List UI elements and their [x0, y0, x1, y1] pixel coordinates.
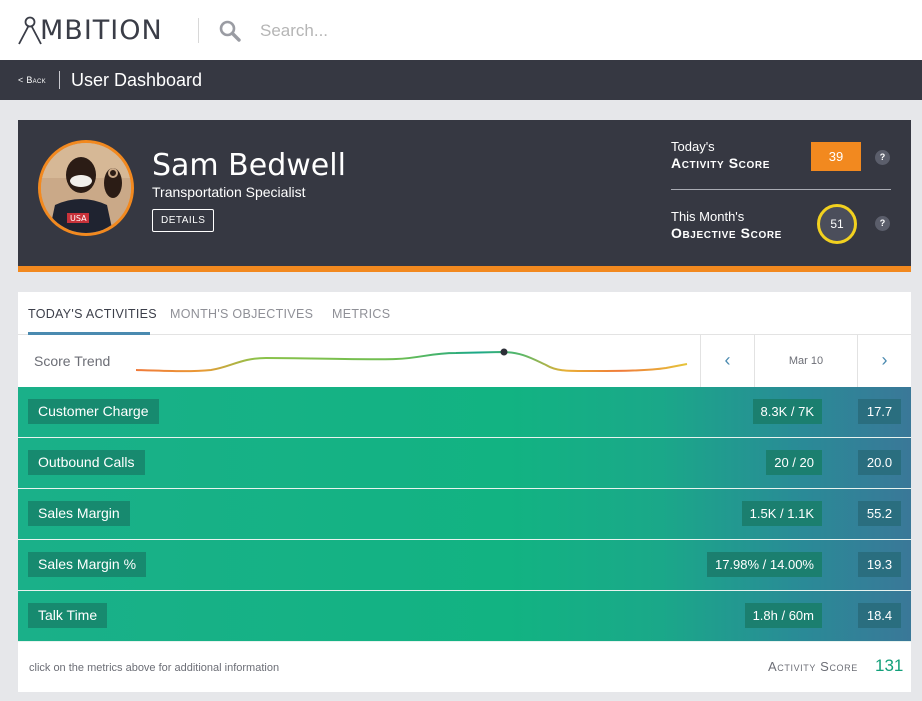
objective-score-label-line2: Objective Score: [671, 225, 782, 241]
tab-months-objectives[interactable]: MONTH'S OBJECTIVES: [170, 307, 314, 321]
metric-value: 8.3K / 7K: [752, 399, 822, 424]
avatar[interactable]: USA: [38, 140, 134, 236]
metric-row-talk-time[interactable]: Talk Time 1.8h / 60m 18.4: [18, 591, 911, 642]
metric-value: 20 / 20: [766, 450, 822, 475]
metric-score: 17.7: [858, 399, 901, 424]
metric-value: 1.5K / 1.1K: [741, 501, 822, 526]
activity-score-value[interactable]: 39: [811, 142, 861, 171]
score-trend-row: Score Trend ‹ Mar 10 ›: [18, 335, 911, 387]
metric-row-customer-charge[interactable]: Customer Charge 8.3K / 7K 17.7: [18, 387, 911, 438]
current-date: Mar 10: [754, 335, 858, 387]
activity-score-label: Today's Activity Score: [671, 138, 770, 172]
panel-footer: click on the metrics above for additiona…: [18, 642, 911, 692]
back-link[interactable]: < Back: [18, 75, 46, 85]
metric-value: 17.98% / 14.00%: [706, 552, 822, 577]
metric-name: Sales Margin: [28, 501, 130, 526]
top-divider: [198, 18, 199, 43]
user-job-title: Transportation Specialist: [152, 184, 306, 200]
metric-row-sales-margin[interactable]: Sales Margin 1.5K / 1.1K 55.2: [18, 489, 911, 540]
next-date-button[interactable]: ›: [881, 350, 888, 370]
activity-score-label-line1: Today's: [671, 139, 715, 154]
tab-todays-activities[interactable]: TODAY'S ACTIVITIES: [28, 307, 157, 321]
objective-score-value[interactable]: 51: [817, 204, 857, 244]
score-trend-sparkline[interactable]: [136, 345, 690, 377]
metric-score: 19.3: [858, 552, 901, 577]
profile-card: USA Sam Bedwell Transportation Specialis…: [18, 120, 911, 266]
activity-score-label-line2: Activity Score: [671, 155, 770, 171]
tab-metrics[interactable]: METRICS: [332, 307, 391, 321]
help-icon[interactable]: ?: [875, 216, 890, 231]
tab-bar: TODAY'S ACTIVITIES MONTH'S OBJECTIVES ME…: [18, 292, 911, 335]
metric-name: Sales Margin %: [28, 552, 147, 577]
score-divider: [671, 189, 891, 190]
metric-score: 18.4: [858, 603, 901, 628]
footer-activity-score-value: 131: [875, 656, 904, 675]
avatar-photo: USA: [41, 143, 131, 233]
metric-name: Outbound Calls: [28, 450, 145, 475]
footer-hint: click on the metrics above for additiona…: [29, 662, 280, 674]
activities-panel: TODAY'S ACTIVITIES MONTH'S OBJECTIVES ME…: [18, 292, 911, 692]
prev-date-button[interactable]: ‹: [700, 335, 754, 387]
metric-row-outbound-calls[interactable]: Outbound Calls 20 / 20 20.0: [18, 438, 911, 489]
metrics-list: Customer Charge 8.3K / 7K 17.7 Outbound …: [18, 387, 911, 642]
search-icon[interactable]: [219, 20, 241, 42]
top-bar: MBITION: [0, 0, 922, 60]
profile-accent-strip: [18, 266, 911, 272]
objective-score-label-line1: This Month's: [671, 209, 745, 224]
metric-name: Customer Charge: [28, 399, 159, 424]
svg-text:USA: USA: [70, 214, 87, 223]
metric-score: 55.2: [858, 501, 901, 526]
trend-current-point: [500, 348, 508, 356]
user-name: Sam Bedwell: [152, 148, 346, 183]
active-tab-indicator: [28, 332, 150, 335]
logo-a-icon: [18, 16, 42, 45]
footer-activity-score-label: Activity Score: [768, 659, 858, 674]
search-input[interactable]: [252, 16, 552, 46]
page-title: User Dashboard: [71, 70, 203, 90]
metric-row-sales-margin-percent[interactable]: Sales Margin % 17.98% / 14.00% 19.3: [18, 540, 911, 591]
objective-score-label: This Month's Objective Score: [671, 208, 782, 242]
nav-divider: [59, 71, 60, 89]
details-button[interactable]: DETAILS: [152, 209, 215, 232]
metric-value: 1.8h / 60m: [744, 603, 822, 628]
nav-bar: < Back User Dashboard: [0, 60, 922, 100]
metric-score: 20.0: [858, 450, 901, 475]
logo-text: MBITION: [40, 14, 163, 46]
app-logo[interactable]: MBITION: [18, 13, 163, 47]
help-icon[interactable]: ?: [875, 150, 890, 165]
score-trend-label: Score Trend: [34, 353, 111, 369]
metric-name: Talk Time: [28, 603, 108, 628]
